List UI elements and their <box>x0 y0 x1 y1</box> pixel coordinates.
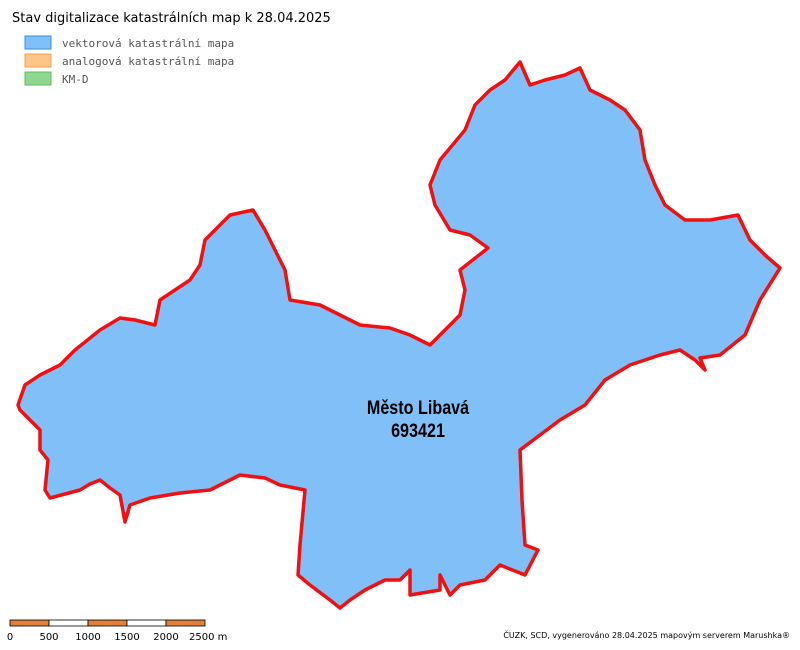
scale-bar <box>9 619 206 627</box>
legend-label: vektorová katastrální mapa <box>62 37 234 50</box>
legend-label: analogová katastrální mapa <box>62 55 234 68</box>
scale-label: 0 <box>7 632 13 643</box>
scale-label: 1500 <box>114 632 139 643</box>
scale-segment <box>48 619 89 627</box>
legend-label: KM-D <box>62 73 89 86</box>
scale-segment <box>126 619 167 627</box>
scale-segment <box>9 619 50 627</box>
scale-segment <box>165 619 206 627</box>
scale-label: 1000 <box>75 632 100 643</box>
area-code: 693421 <box>391 420 445 442</box>
area-name: Město Libavá <box>367 397 469 419</box>
legend-swatch <box>24 53 52 68</box>
scale-label: 2000 <box>153 632 178 643</box>
scale-label: 500 <box>39 632 58 643</box>
title: Stav digitalizace katastrálních map k 28… <box>12 11 331 26</box>
legend-swatch <box>24 35 52 50</box>
cadastre-area <box>16 60 782 610</box>
legend-swatch <box>24 71 52 86</box>
scale-label: 2500 m <box>189 632 227 643</box>
scale-segment <box>87 619 128 627</box>
credit: ČUZK, SCD, vygenerováno 28.04.2025 mapov… <box>503 629 790 640</box>
